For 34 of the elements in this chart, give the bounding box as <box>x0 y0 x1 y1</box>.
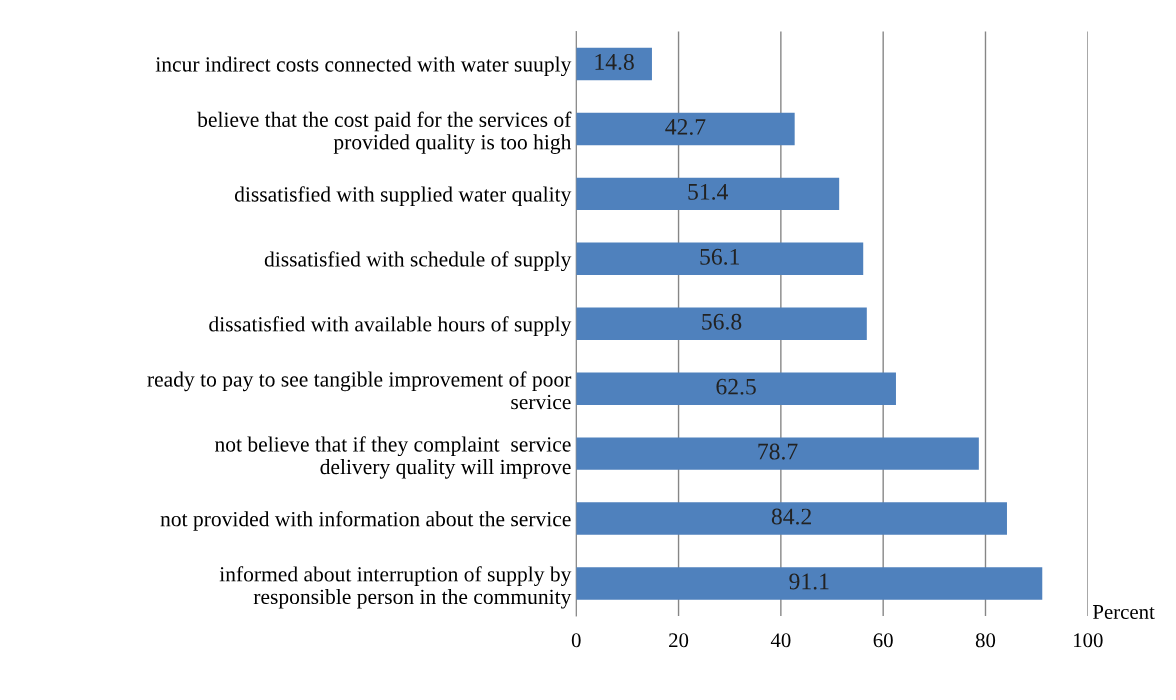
x-tick-label: 60 <box>873 633 893 648</box>
bar <box>576 567 1043 600</box>
y-tick-label: believe that the cost paid for the services of provided quality is too high <box>197 111 572 154</box>
data-label: 84.2 <box>771 508 811 525</box>
x-tick-label: 80 <box>975 633 996 648</box>
data-label: 42.7 <box>665 118 706 135</box>
bar <box>576 177 840 211</box>
bar <box>576 372 896 405</box>
y-tick-label: not provided with information about the service <box>160 511 571 531</box>
bar <box>576 437 979 470</box>
x-tick-label: 0 <box>571 633 581 648</box>
bar <box>576 47 652 81</box>
bar <box>576 112 795 146</box>
x-tick-label: 20 <box>669 633 689 648</box>
data-label: 14.8 <box>595 53 634 70</box>
data-label: 62.5 <box>716 378 756 395</box>
y-tick-label: informed about interruption of supply by responsible person in the community <box>219 566 572 609</box>
data-label: 51.4 <box>688 183 728 200</box>
bar <box>576 242 864 276</box>
y-tick-label: dissatisfied with schedule of supply <box>264 251 572 272</box>
y-tick-label: ready to pay to see tangible improvement of poor service <box>147 371 572 410</box>
data-label: 56.1 <box>700 248 739 265</box>
bar <box>576 307 867 340</box>
bar <box>576 502 1007 535</box>
y-tick-label: incur indirect costs connected with water suuply <box>155 56 572 77</box>
x-tick-label: 100 <box>1074 633 1103 648</box>
x-tick-label: 40 <box>770 633 791 648</box>
y-tick-label: dissatisfied with available hours of supply <box>209 316 572 336</box>
y-tick-label: dissatisfied with supplied water quality <box>234 186 572 207</box>
data-label: 78.7 <box>758 443 798 460</box>
data-label: 56.8 <box>702 313 742 330</box>
data-label: 91.1 <box>789 573 829 590</box>
y-tick-label: not believe that if they complaint service delivery quality will improve <box>214 436 571 479</box>
x-axis-title: Percent <box>1092 605 1155 619</box>
